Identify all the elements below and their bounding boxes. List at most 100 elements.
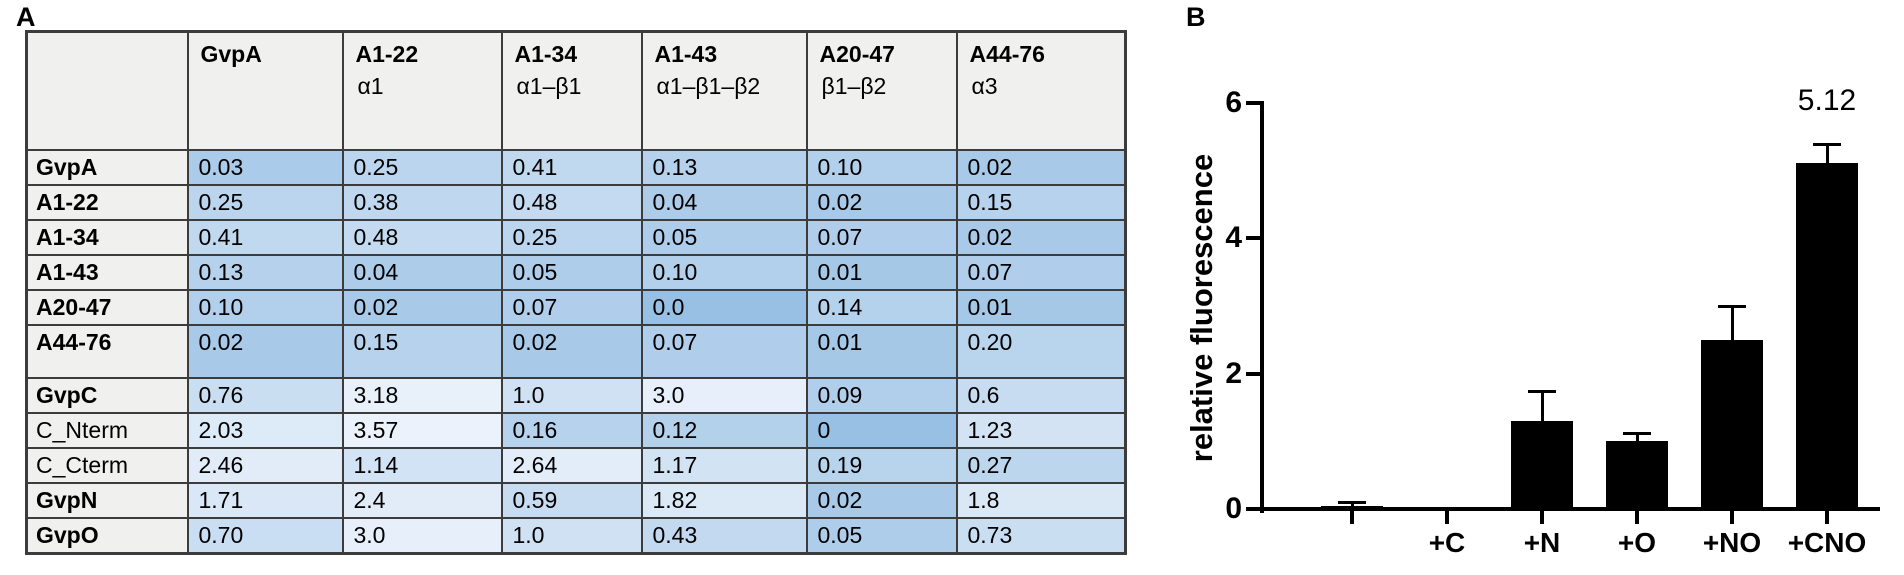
row-label: A44-76	[25, 324, 189, 379]
table-row: GvpO 0.70 3.0 1.0 0.43 0.05 0.73	[25, 517, 1127, 555]
heatmap-cell: 0.38	[341, 184, 503, 221]
heatmap-cell: 0.02	[955, 219, 1127, 256]
error-bar-cap	[1718, 305, 1746, 308]
column-header: A1-22 α1	[341, 30, 503, 151]
heatmap-cell: 0.16	[500, 412, 643, 449]
table-row: GvpN 1.71 2.4 0.59 1.82 0.02 1.8	[25, 482, 1127, 519]
heatmap-cell: 0.76	[186, 377, 344, 414]
row-label: A1-34	[25, 219, 189, 256]
column-name: GvpA	[200, 41, 262, 67]
error-bar-cap	[1813, 142, 1841, 146]
error-bar-whisker	[1351, 502, 1354, 512]
table-row: GvpC 0.76 3.18 1.0 3.0 0.09 0.6	[25, 377, 1127, 414]
x-tick-label: +N	[1523, 527, 1561, 558]
error-bar-cap	[1528, 389, 1556, 393]
y-tick-label: 0	[1225, 492, 1242, 525]
column-header: A20-47 β1–β2	[805, 30, 958, 151]
table-row: C_Cterm 2.46 1.14 2.64 1.17 0.19 0.27	[25, 447, 1127, 484]
table-row: A1-43 0.13 0.04 0.05 0.10 0.01 0.07	[25, 254, 1127, 291]
x-tick-label: +O	[1617, 527, 1657, 558]
heatmap-cell: 0.10	[640, 254, 808, 291]
column-header: A1-43 α1–β1–β2	[640, 30, 808, 151]
heatmap-cell: 0.01	[955, 289, 1127, 326]
heatmap-cell: 3.57	[341, 412, 503, 449]
heatmap-cell: 1.8	[955, 482, 1127, 519]
interaction-heatmap-table: GvpA A1-22 α1 A1-34 α1–β1 A1-43 α1–β1–β2 A20-47…	[25, 30, 1127, 555]
heatmap-cell: 0.05	[500, 254, 643, 291]
heatmap-cell: 0.09	[805, 377, 958, 414]
heatmap-cell: 0	[805, 412, 958, 449]
heatmap-cell: 0.02	[500, 324, 643, 379]
heatmap-cell: 0.59	[500, 482, 643, 519]
row-label: A1-43	[25, 254, 189, 291]
x-tick-label: +NO	[1702, 527, 1762, 558]
heatmap-cell: 3.18	[341, 377, 503, 414]
heatmap-cell: 1.71	[186, 482, 344, 519]
panel-b-label: B	[1186, 2, 1207, 32]
heatmap-cell: 1.0	[500, 517, 643, 555]
bar	[1796, 162, 1858, 509]
table-row: GvpA 0.03 0.25 0.41 0.13 0.10 0.02	[25, 149, 1127, 186]
row-label: C_Cterm	[25, 447, 189, 484]
y-tick-label: 6	[1225, 86, 1242, 119]
table-row: C_Nterm 2.03 3.57 0.16 0.12 0 1.23	[25, 412, 1127, 449]
heatmap-cell: 0.03	[186, 149, 344, 186]
panel-b: B relative fluorescence 0 2 4 6 +C +N +O +NO +CN…	[1180, 0, 1904, 575]
heatmap-cell: 0.73	[955, 517, 1127, 555]
heatmap-cell: 0.10	[186, 289, 344, 326]
heatmap-cell: 0.02	[186, 324, 344, 379]
heatmap-cell: 0.19	[805, 447, 958, 484]
error-bar-whisker	[1541, 390, 1544, 428]
heatmap-cell: 1.0	[500, 377, 643, 414]
heatmap-cell: 2.4	[341, 482, 503, 519]
heatmap-cell: 1.82	[640, 482, 808, 519]
error-bar-whisker	[1826, 143, 1829, 169]
y-tick	[1246, 236, 1260, 241]
heatmap-cell: 3.0	[341, 517, 503, 555]
heatmap-cell: 0.01	[805, 324, 958, 379]
x-tick	[1540, 511, 1544, 524]
column-secondary-structure: β1–β2	[821, 73, 887, 99]
x-tick	[1350, 511, 1354, 524]
row-label: C_Nterm	[25, 412, 189, 449]
x-tick	[1635, 511, 1639, 524]
heatmap-cell: 1.14	[341, 447, 503, 484]
heatmap-cell: 0.07	[640, 324, 808, 379]
heatmap-cell: 0.05	[640, 219, 808, 256]
heatmap-cell: 0.04	[640, 184, 808, 221]
heatmap-cell: 0.12	[640, 412, 808, 449]
column-secondary-structure: α1	[357, 73, 384, 99]
heatmap-cell: 0.02	[805, 184, 958, 221]
y-tick	[1246, 371, 1260, 376]
bar	[1606, 441, 1668, 509]
x-tick	[1825, 511, 1829, 524]
y-tick-label: 2	[1225, 356, 1242, 390]
heatmap-cell: 2.64	[500, 447, 643, 484]
table-row: A44-76 0.02 0.15 0.02 0.07 0.01 0.20	[25, 324, 1127, 379]
column-header: A1-34 α1–β1	[500, 30, 643, 151]
bar	[1701, 339, 1763, 509]
bar	[1511, 421, 1573, 509]
heatmap-cell: 0.01	[805, 254, 958, 291]
heatmap-cell: 3.0	[640, 377, 808, 414]
heatmap-cell: 0.25	[341, 149, 503, 186]
table-row: A1-34 0.41 0.48 0.25 0.05 0.07 0.02	[25, 219, 1127, 256]
heatmap-cell: 0.02	[805, 482, 958, 519]
bar-chart: 0 2 4 6 +C +N +O +NO +CNO	[1180, 0, 1904, 575]
row-label: A20-47	[25, 289, 189, 326]
heatmap-cell: 0.07	[955, 254, 1127, 291]
column-name: A1-22	[355, 41, 419, 67]
heatmap-cell: 2.03	[186, 412, 344, 449]
heatmap-cell: 0.6	[955, 377, 1127, 414]
heatmap-cell: 0.27	[955, 447, 1127, 484]
error-bar-whisker	[1636, 433, 1639, 448]
heatmap-cell: 0.25	[186, 184, 344, 221]
x-tick	[1730, 511, 1734, 524]
heatmap-cell: 2.46	[186, 447, 344, 484]
column-name: A1-43	[654, 41, 718, 67]
heatmap-cell: 0.70	[186, 517, 344, 555]
heatmap-cell: 0.15	[341, 324, 503, 379]
x-tick-label: +CNO	[1787, 527, 1867, 558]
error-bar-cap	[1623, 432, 1651, 436]
column-header: A44-76 α3	[955, 30, 1127, 151]
